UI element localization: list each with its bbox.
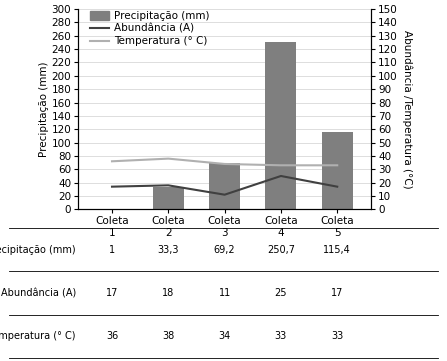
Text: 17: 17 (106, 288, 118, 298)
Text: 17: 17 (331, 288, 343, 298)
Bar (266, 42, 296, 209)
Text: Temperatura (° C): Temperatura (° C) (0, 331, 76, 342)
Y-axis label: Abundância /Temperatura (°C): Abundância /Temperatura (°C) (402, 30, 413, 188)
Text: 11: 11 (219, 288, 231, 298)
Text: 250,7: 250,7 (267, 245, 295, 255)
Text: 1: 1 (109, 245, 115, 255)
Text: 33: 33 (275, 331, 287, 342)
Bar (322, 132, 353, 209)
Text: 18: 18 (162, 288, 174, 298)
Text: 36: 36 (106, 331, 118, 342)
Text: 69,2: 69,2 (214, 245, 236, 255)
Text: 33,3: 33,3 (157, 245, 179, 255)
Text: 33: 33 (331, 331, 343, 342)
Text: Precipitação (mm): Precipitação (mm) (0, 245, 76, 255)
Text: 34: 34 (219, 331, 231, 342)
Bar (209, 163, 240, 209)
Bar (153, 187, 184, 209)
Text: Abundância (A): Abundância (A) (1, 288, 76, 298)
Text: 38: 38 (162, 331, 174, 342)
Y-axis label: Precipitação (mm): Precipitação (mm) (39, 61, 49, 157)
Text: 25: 25 (274, 288, 287, 298)
Text: 115,4: 115,4 (323, 245, 351, 255)
Legend: Precipitação (mm), Abundância (A), Temperatura (° C): Precipitação (mm), Abundância (A), Tempe… (89, 10, 211, 48)
